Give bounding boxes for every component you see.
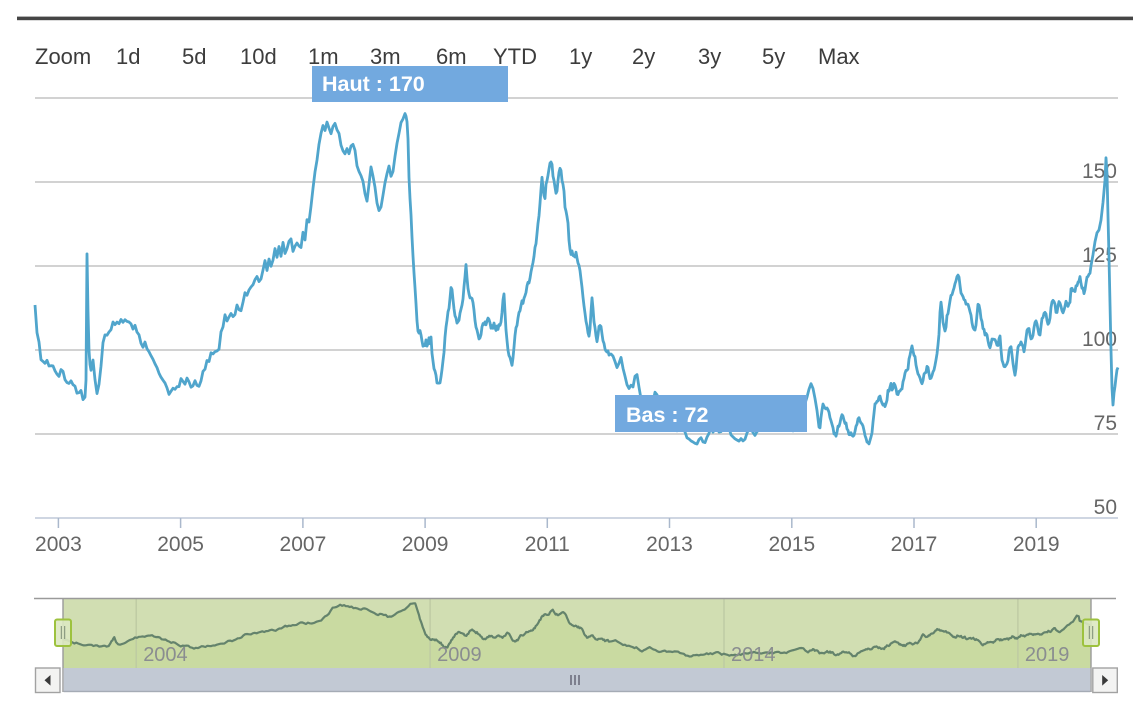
- svg-text:150: 150: [1082, 160, 1117, 183]
- svg-text:2011: 2011: [525, 533, 570, 556]
- svg-text:2003: 2003: [35, 533, 82, 556]
- svg-text:5d: 5d: [182, 44, 206, 69]
- svg-text:Max: Max: [818, 44, 860, 69]
- svg-text:2005: 2005: [157, 533, 204, 556]
- svg-text:1y: 1y: [569, 44, 592, 69]
- svg-text:Bas : 72: Bas : 72: [626, 403, 709, 427]
- svg-text:125: 125: [1082, 244, 1117, 267]
- svg-text:3y: 3y: [698, 44, 721, 69]
- svg-text:Zoom: Zoom: [35, 44, 91, 69]
- svg-text:2004: 2004: [143, 644, 188, 666]
- svg-text:100: 100: [1082, 328, 1117, 351]
- svg-text:2y: 2y: [632, 44, 655, 69]
- svg-text:2014: 2014: [731, 644, 776, 666]
- svg-text:6m: 6m: [436, 44, 467, 69]
- svg-text:2019: 2019: [1013, 533, 1060, 556]
- svg-text:2013: 2013: [646, 533, 693, 556]
- svg-text:50: 50: [1094, 496, 1117, 519]
- svg-text:5y: 5y: [762, 44, 785, 69]
- svg-text:2007: 2007: [280, 533, 327, 556]
- svg-text:1d: 1d: [116, 44, 140, 69]
- svg-text:3m: 3m: [370, 44, 401, 69]
- svg-text:2009: 2009: [402, 533, 449, 556]
- svg-text:2019: 2019: [1025, 644, 1070, 666]
- svg-text:2015: 2015: [768, 533, 815, 556]
- svg-text:10d: 10d: [240, 44, 277, 69]
- svg-text:YTD: YTD: [493, 44, 537, 69]
- svg-text:1m: 1m: [308, 44, 339, 69]
- svg-text:75: 75: [1094, 412, 1117, 435]
- svg-text:2017: 2017: [891, 533, 938, 556]
- svg-text:2009: 2009: [437, 644, 482, 666]
- svg-text:Haut : 170: Haut : 170: [322, 72, 425, 96]
